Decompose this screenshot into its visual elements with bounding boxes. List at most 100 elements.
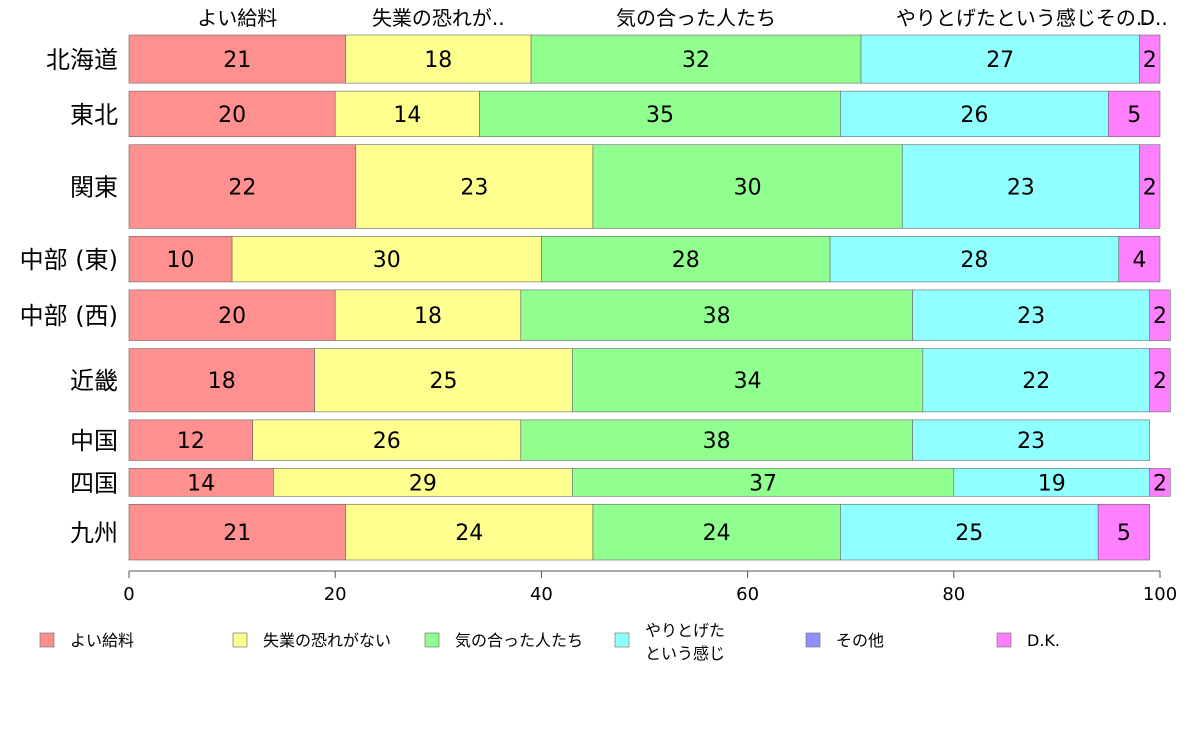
bar-segment: [901, 144, 1140, 229]
bar-segment: [128, 90, 336, 138]
bar-segment: [334, 90, 480, 138]
x-tick-label: 60: [736, 584, 759, 605]
data-label: 28: [672, 248, 700, 273]
bar-segment: [479, 90, 841, 138]
category-label: 中国: [70, 427, 118, 455]
bar-segment: [128, 236, 233, 283]
bar-segment: [1118, 236, 1161, 283]
bar-segment: [1139, 144, 1161, 229]
data-label: 21: [223, 521, 251, 546]
bar-segment: [128, 348, 315, 413]
bar-segment: [128, 503, 346, 561]
legend-swatch: [614, 632, 630, 648]
data-label: 23: [1017, 304, 1045, 329]
bar-segment: [829, 236, 1120, 283]
data-label: 32: [682, 48, 710, 73]
data-label: 19: [1038, 471, 1066, 496]
x-tick-label: 100: [1143, 584, 1177, 605]
bar-segment: [1108, 90, 1161, 138]
data-label: 34: [734, 369, 762, 394]
data-label: 25: [955, 521, 983, 546]
legend-swatch: [232, 632, 248, 648]
x-tick-label: 20: [324, 584, 347, 605]
data-label: 22: [1022, 369, 1050, 394]
bar-segment: [572, 468, 955, 497]
data-label: 30: [734, 176, 762, 201]
legend-label: という感じ: [645, 644, 725, 663]
data-label: 10: [167, 248, 195, 273]
data-label: 23: [1007, 176, 1035, 201]
bar-segment: [572, 348, 924, 413]
category-label: 北海道: [46, 46, 118, 74]
data-label: 26: [373, 429, 401, 454]
bar-segment: [1149, 348, 1171, 413]
data-label: 23: [1017, 429, 1045, 454]
legend-swatch: [805, 632, 821, 648]
series-top-label: 気の合った人たち: [616, 6, 776, 30]
legend-label: 気の合った人たち: [455, 631, 583, 650]
data-label: 28: [960, 248, 988, 273]
bar-segment: [860, 34, 1140, 84]
x-tick-label: 80: [942, 584, 965, 605]
bar-segment: [520, 419, 913, 461]
data-label: 2: [1153, 471, 1167, 496]
bar-segment: [1097, 503, 1150, 561]
series-top-label: D..: [1140, 6, 1168, 30]
data-label: 24: [703, 521, 731, 546]
data-label: 35: [646, 103, 674, 128]
bar-segment: [273, 468, 573, 497]
data-label: 18: [414, 304, 442, 329]
data-label: 18: [208, 369, 236, 394]
legend-label: よい給料: [70, 631, 134, 650]
data-label: 26: [960, 103, 988, 128]
data-label: 38: [703, 304, 731, 329]
bar-segment: [128, 144, 357, 229]
data-label: 37: [749, 471, 777, 496]
data-label: 2: [1153, 369, 1167, 394]
data-label: 23: [460, 176, 488, 201]
x-tick-label: 40: [530, 584, 553, 605]
bar-segment: [592, 144, 903, 229]
data-label: 2: [1143, 176, 1157, 201]
data-label: 5: [1117, 521, 1131, 546]
data-label: 5: [1127, 103, 1141, 128]
bar-segment: [1139, 34, 1161, 84]
data-label: 24: [455, 521, 483, 546]
data-label: 25: [429, 369, 457, 394]
data-label: 2: [1153, 304, 1167, 329]
data-label: 29: [409, 471, 437, 496]
bar-segment: [1149, 468, 1171, 497]
bar-segment: [922, 348, 1150, 413]
bar-segment: [355, 144, 594, 229]
category-label: 九州: [70, 519, 118, 547]
category-label: 中部 (東): [20, 246, 118, 274]
bar-segment: [912, 419, 1150, 461]
data-label: 22: [228, 176, 256, 201]
bar-segment: [128, 34, 346, 84]
bar-segment: [314, 348, 573, 413]
legend-swatch: [996, 632, 1012, 648]
data-label: 20: [218, 304, 246, 329]
bar-segment: [530, 34, 862, 84]
data-label: 27: [986, 48, 1014, 73]
category-label: 中部 (西): [20, 302, 118, 330]
data-label: 4: [1132, 248, 1146, 273]
legend-swatch: [424, 632, 440, 648]
bar-segment: [1149, 289, 1171, 341]
bar-segment: [592, 503, 841, 561]
data-label: 18: [424, 48, 452, 73]
legend-label: 失業の恐れがない: [263, 631, 391, 650]
bar-segment: [128, 419, 254, 461]
legend-label: その他: [836, 631, 884, 650]
legend-label: やりとげた: [645, 621, 725, 640]
legend-label: D.K.: [1027, 631, 1060, 650]
bar-segment: [334, 289, 522, 341]
series-top-label: よい給料: [197, 6, 277, 30]
bar-segment: [128, 468, 274, 497]
legend-swatch: [39, 632, 55, 648]
data-label: 20: [218, 103, 246, 128]
category-label: 関東: [70, 174, 118, 202]
category-label: 四国: [70, 469, 118, 497]
category-label: 東北: [70, 101, 118, 129]
